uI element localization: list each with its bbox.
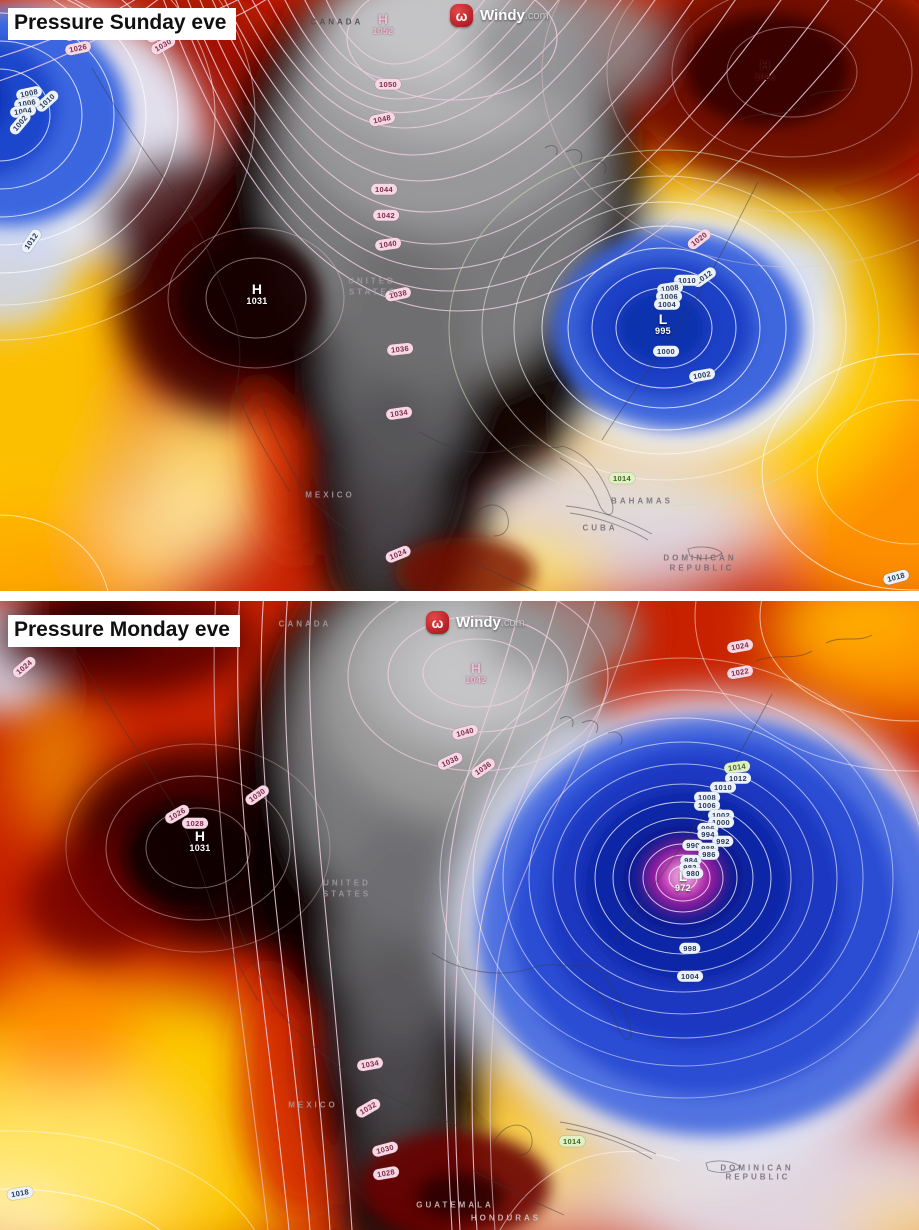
isobar-label-1034: 1034 [356, 1056, 384, 1072]
isobar-label-1020: 1020 [685, 226, 713, 252]
geo-label-republic: REPUBLIC [725, 1172, 791, 1182]
isobar-label-1002: 1002 [688, 367, 716, 383]
windy-logo-word: Windy [456, 614, 501, 631]
pressure-map-monday [0, 601, 919, 1230]
isobar-label-1010: 1010 [674, 274, 700, 286]
geo-label-united: UNITED [348, 276, 396, 286]
geo-label-states: STATES [348, 287, 398, 297]
isobar-label-980: 980 [682, 867, 704, 879]
isobar-label-1036: 1036 [469, 756, 497, 780]
isobar-label-1036: 1036 [386, 342, 414, 356]
isobar-label-986: 986 [698, 848, 720, 860]
windy-logo-tld: .com [500, 616, 525, 629]
isobar-label-1042: 1042 [373, 209, 399, 221]
isobar-label-994: 994 [697, 828, 719, 840]
isobar-label-992: 992 [712, 835, 734, 847]
isobar-label-1004: 1004 [677, 970, 703, 982]
pressure-center-h-1031: H 1031 [246, 281, 268, 306]
isobar-label-1024: 1024 [384, 544, 412, 564]
isobar-label-1012: 1012 [725, 772, 751, 784]
geo-label-dominican: DOMINICAN [720, 1163, 794, 1173]
isobar-label-1022: 1022 [726, 664, 754, 680]
panel-title-sunday: Pressure Sunday eve [8, 8, 237, 41]
isobar-label-1028: 1028 [182, 817, 208, 829]
isobar-label-998: 998 [679, 942, 701, 954]
isobar-label-1034: 1034 [385, 405, 413, 421]
geo-label-mexico: MEXICO [288, 1100, 338, 1110]
label-overlay-sunday: H1052H1026H1031L995102810261032103010501… [0, 0, 919, 591]
isobar-label-1002: 1002 [708, 809, 734, 821]
geo-label-guatemala: GUATEMALA [416, 1200, 494, 1210]
isobar-label-982: 982 [679, 861, 701, 873]
isobar-label-1040: 1040 [374, 236, 402, 252]
geo-label-mexico: MEXICO [305, 490, 355, 500]
isobar-label-1038: 1038 [436, 750, 464, 772]
geo-label-republic: REPUBLIC [669, 563, 735, 573]
pressure-center-h-1031: H 1031 [189, 828, 211, 853]
isobar-label-1048: 1048 [368, 111, 396, 127]
windy-logo: ω Windy .com [450, 4, 549, 27]
isobar-label-996: 996 [697, 822, 719, 834]
geo-label-states: STATES [322, 889, 372, 899]
geo-label-canada: CANADA [310, 17, 364, 27]
windy-logo-icon: ω [450, 4, 473, 27]
isobar-label-1006: 1006 [656, 290, 682, 302]
isobar-label-1030: 1030 [243, 783, 271, 807]
panel-pressure-monday: H1042H1031L97210241040103810361030102610… [0, 601, 919, 1230]
geo-label-cuba: CUBA [582, 523, 618, 533]
panel-title-text: Pressure Sunday eve [14, 11, 227, 34]
windy-logo: ω Windy .com [426, 611, 525, 634]
isobar-label-1032: 1032 [354, 1096, 382, 1120]
isobar-label-1024: 1024 [10, 654, 38, 680]
isobar-label-1026: 1026 [64, 40, 92, 56]
isobar-label-1006: 1006 [694, 799, 720, 811]
geo-label-dominican: DOMINICAN [663, 553, 737, 563]
isobar-label-1040: 1040 [451, 723, 479, 741]
pressure-center-l-995: L 995 [655, 311, 671, 336]
isobar-label-1004: 1004 [654, 298, 680, 310]
pressure-map-sunday [0, 0, 919, 591]
isobar-label-1000: 1000 [708, 816, 734, 828]
isobar-label-1008: 1008 [694, 791, 720, 803]
isobar-label-990: 990 [682, 839, 704, 851]
isobar-label-1044: 1044 [371, 183, 397, 195]
isobar-label-984: 984 [680, 854, 702, 866]
label-overlay-monday: H1042H1031L97210241040103810361030102610… [0, 601, 919, 1230]
geo-label-honduras: HONDURAS [470, 1213, 542, 1223]
isobar-label-1014: 1014 [609, 472, 635, 484]
isobar-label-1030: 1030 [371, 1140, 399, 1158]
windy-logo-tld: .com [524, 9, 549, 22]
panel-pressure-sunday: H1052H1026H1031L995102810261032103010501… [0, 0, 919, 591]
geo-label-canada: CANADA [278, 619, 332, 629]
panel-title-monday: Pressure Monday eve [8, 615, 240, 648]
panel-title-text: Pressure Monday eve [14, 618, 230, 641]
geo-label-bahamas: BAHAMAS [611, 496, 673, 506]
isobar-label-988: 988 [697, 842, 719, 854]
isobar-label-1010: 1010 [710, 781, 736, 793]
isobar-label-1018: 1018 [6, 1185, 34, 1201]
pressure-center-h-1052: H 1052 [372, 11, 394, 36]
isobar-label-1050: 1050 [375, 78, 401, 90]
isobar-label-1024: 1024 [726, 638, 754, 654]
pressure-center-h-1026: H 1026 [754, 57, 776, 82]
isobar-label-1000: 1000 [653, 345, 679, 357]
windy-logo-word: Windy [480, 7, 525, 24]
isobar-label-1018: 1018 [882, 568, 910, 586]
isobar-label-1014: 1014 [559, 1135, 585, 1147]
isobar-label-1028: 1028 [372, 1165, 400, 1181]
windy-logo-icon: ω [426, 611, 449, 634]
geo-label-united: UNITED [323, 878, 371, 888]
pressure-center-h-1042: H 1042 [465, 660, 487, 685]
isobar-label-1012: 1012 [19, 227, 43, 255]
